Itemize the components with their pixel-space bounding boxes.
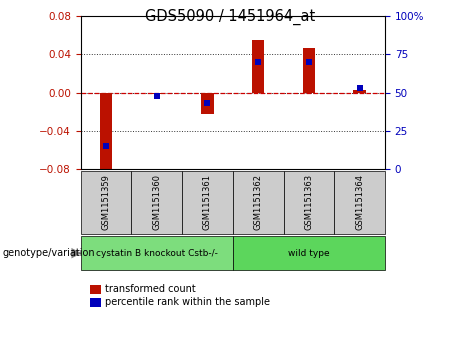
Text: GSM1151364: GSM1151364 [355,174,364,231]
Bar [252,40,265,93]
Bar [100,93,112,174]
Bar [150,93,163,94]
Bar [201,93,214,114]
Text: GSM1151361: GSM1151361 [203,174,212,231]
Bar [353,90,366,93]
Text: genotype/variation: genotype/variation [2,248,95,258]
Text: GSM1151360: GSM1151360 [152,174,161,231]
Text: GSM1151362: GSM1151362 [254,174,263,231]
Text: transformed count: transformed count [105,285,195,294]
Polygon shape [71,248,82,258]
Text: percentile rank within the sample: percentile rank within the sample [105,297,270,307]
Text: GSM1151359: GSM1151359 [101,175,111,230]
Text: GSM1151363: GSM1151363 [304,174,313,231]
Text: cystatin B knockout Cstb-/-: cystatin B knockout Cstb-/- [96,249,218,258]
Text: wild type: wild type [288,249,330,258]
Text: GDS5090 / 1451964_at: GDS5090 / 1451964_at [145,9,316,25]
Bar [302,48,315,93]
